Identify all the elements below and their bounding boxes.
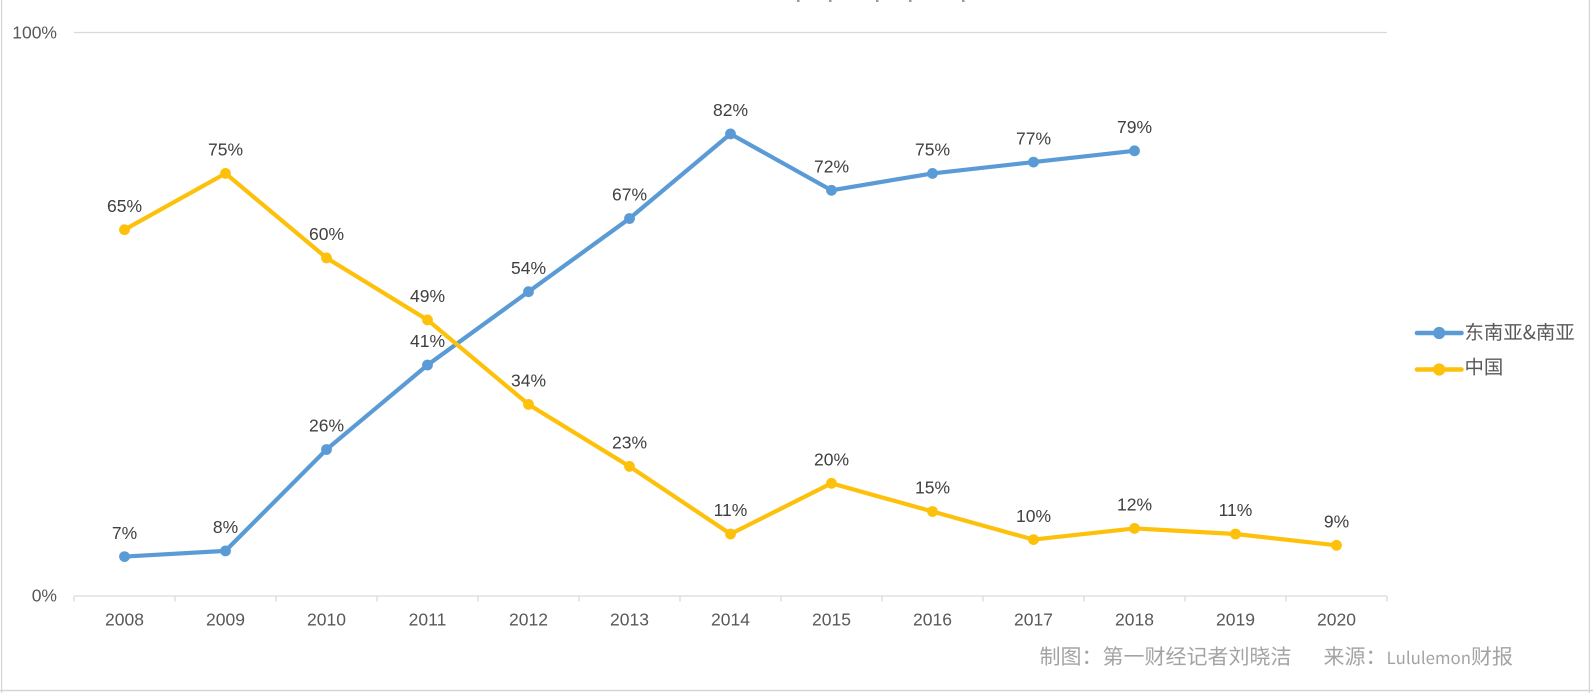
svg-text:2018: 2018 [1115, 610, 1154, 630]
svg-text:79%: 79% [1117, 117, 1152, 137]
svg-text:2010: 2010 [307, 610, 346, 630]
svg-text:2012: 2012 [509, 610, 548, 630]
svg-text:34%: 34% [511, 371, 546, 391]
svg-text:2009: 2009 [206, 610, 245, 630]
svg-text:8%: 8% [213, 517, 238, 537]
svg-text:100%: 100% [12, 23, 57, 43]
svg-text:72%: 72% [814, 157, 849, 177]
svg-text:82%: 82% [713, 100, 748, 120]
svg-text:2008: 2008 [105, 610, 144, 630]
svg-text:54%: 54% [511, 258, 546, 278]
svg-text:2020: 2020 [1317, 610, 1356, 630]
svg-text:60%: 60% [309, 224, 344, 244]
svg-text:0%: 0% [32, 586, 57, 606]
svg-text:41%: 41% [410, 331, 445, 351]
svg-text:11%: 11% [1219, 500, 1253, 520]
svg-text:20%: 20% [814, 450, 849, 470]
svg-text:65%: 65% [107, 196, 142, 216]
svg-text:75%: 75% [915, 140, 950, 160]
svg-text:67%: 67% [612, 185, 647, 205]
svg-text:11%: 11% [714, 500, 748, 520]
svg-text:2014: 2014 [711, 610, 750, 630]
svg-text:10%: 10% [1016, 506, 1051, 526]
svg-text:2019: 2019 [1216, 610, 1255, 630]
svg-text:77%: 77% [1016, 128, 1051, 148]
svg-text:49%: 49% [410, 286, 445, 306]
svg-text:2015: 2015 [812, 610, 851, 630]
svg-text:2016: 2016 [913, 610, 952, 630]
svg-text:15%: 15% [915, 478, 950, 498]
svg-text:23%: 23% [612, 433, 647, 453]
svg-text:2011: 2011 [409, 610, 447, 630]
svg-text:75%: 75% [208, 140, 243, 160]
svg-text:12%: 12% [1117, 495, 1152, 515]
svg-text:9%: 9% [1324, 512, 1349, 532]
svg-text:7%: 7% [112, 523, 137, 543]
svg-text:26%: 26% [309, 416, 344, 436]
svg-text:2013: 2013 [610, 610, 649, 630]
svg-text:2017: 2017 [1014, 610, 1053, 630]
